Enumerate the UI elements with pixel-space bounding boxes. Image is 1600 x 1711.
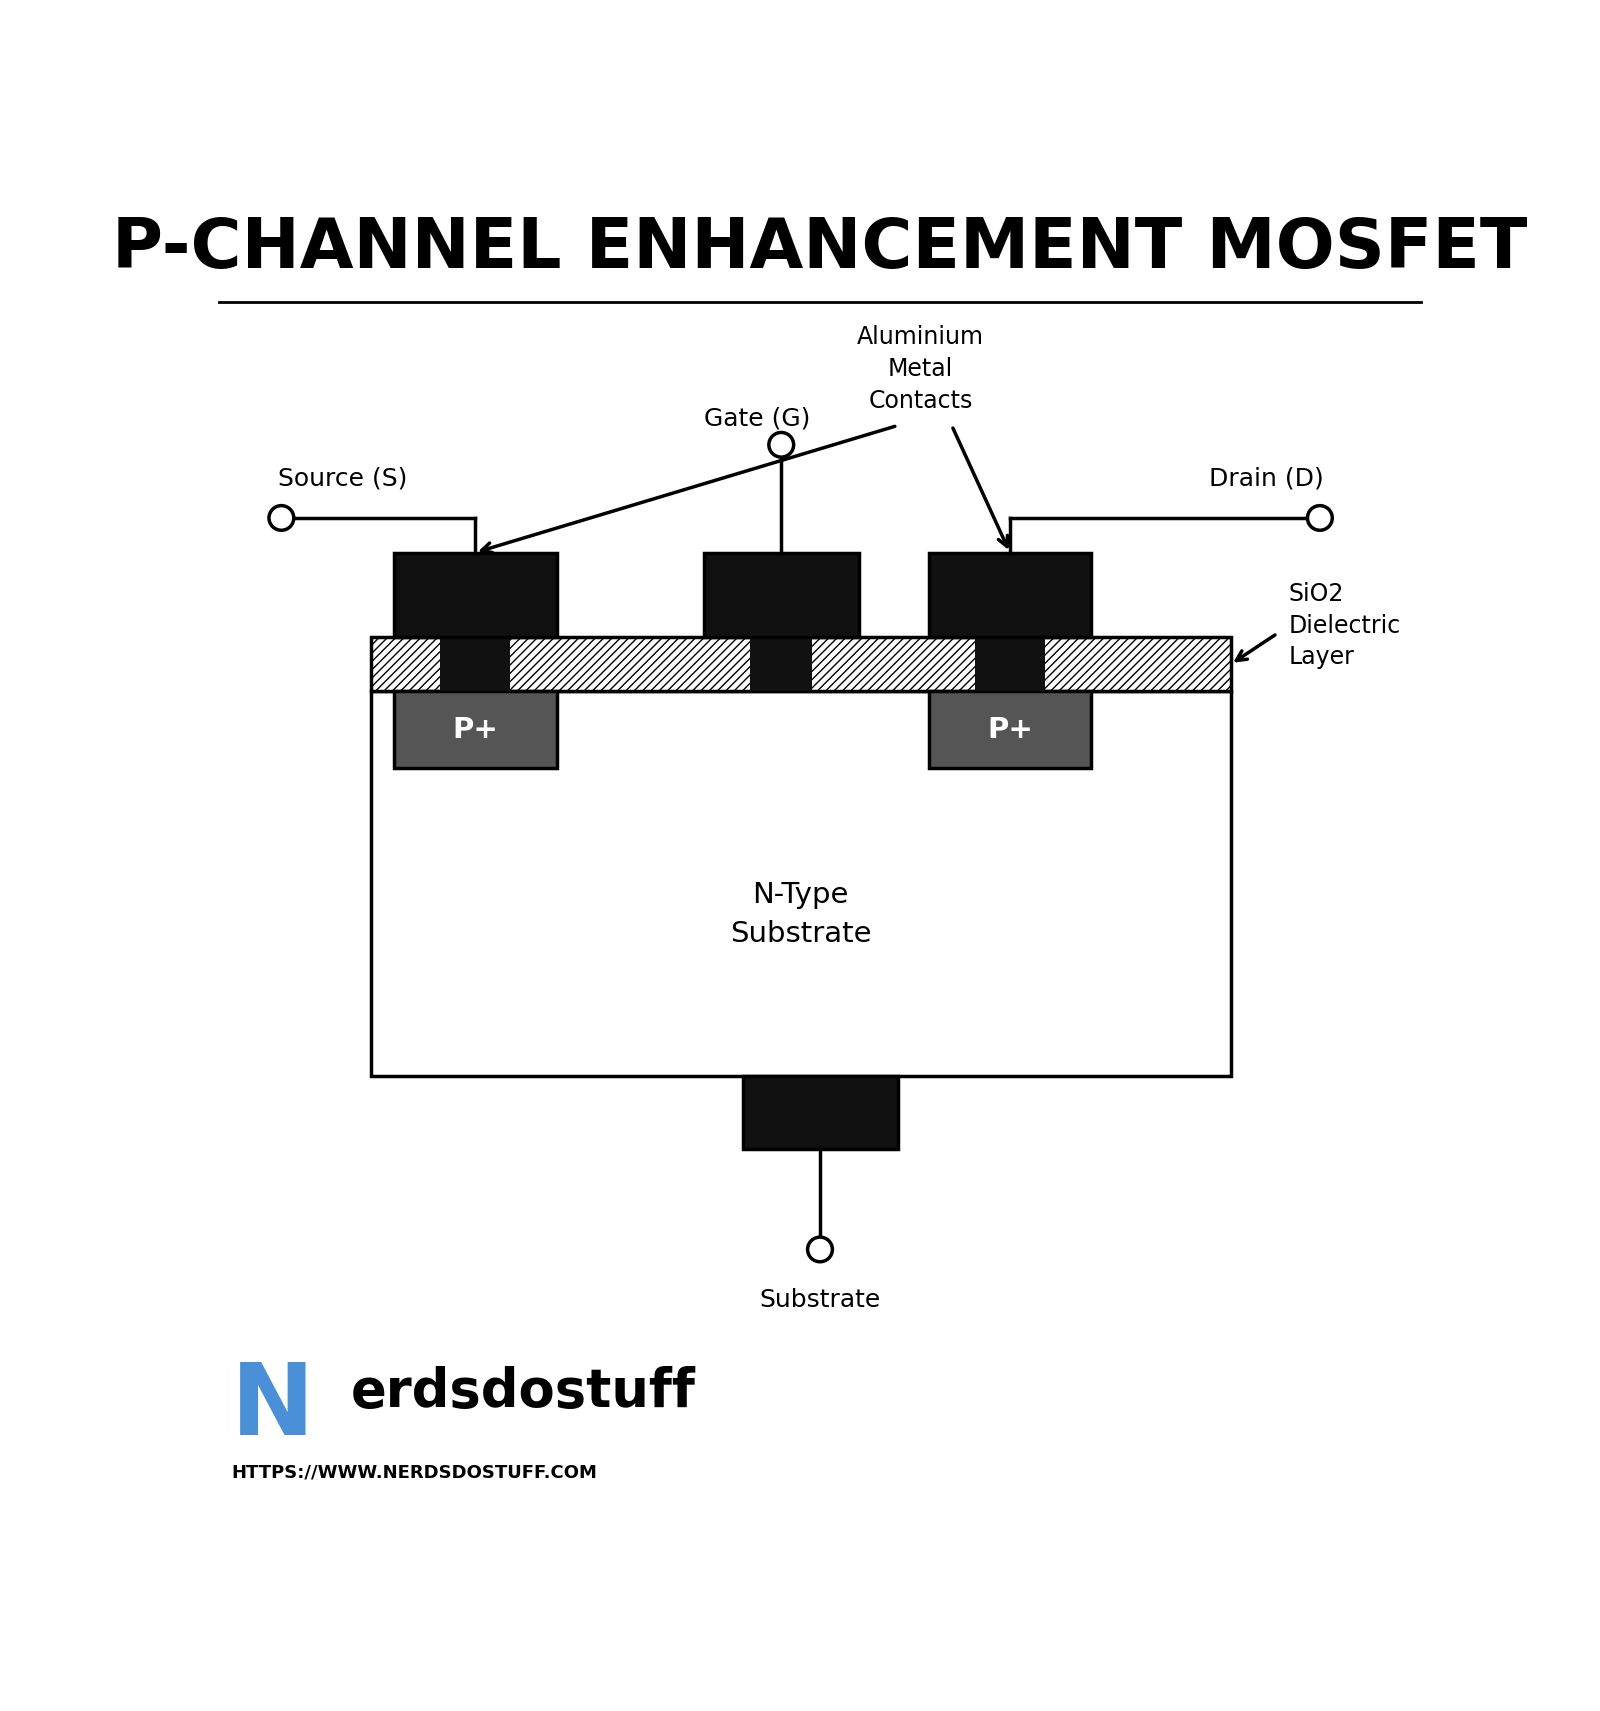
- Text: P-CHANNEL ENHANCEMENT MOSFET: P-CHANNEL ENHANCEMENT MOSFET: [112, 216, 1528, 282]
- Text: Drain (D): Drain (D): [1210, 467, 1323, 491]
- Bar: [704, 553, 859, 636]
- Bar: [394, 553, 557, 636]
- Text: SiO2
Dielectric
Layer: SiO2 Dielectric Layer: [1290, 582, 1402, 669]
- Bar: [742, 1076, 898, 1150]
- Circle shape: [1307, 506, 1333, 530]
- Bar: [750, 636, 813, 691]
- Bar: [704, 553, 859, 636]
- Text: Substrate: Substrate: [760, 1288, 880, 1312]
- Text: Aluminium
Metal
Contacts: Aluminium Metal Contacts: [858, 325, 984, 412]
- Bar: [974, 636, 1045, 691]
- Bar: [928, 691, 1091, 768]
- Circle shape: [269, 506, 294, 530]
- Text: N-Type
Substrate: N-Type Substrate: [730, 881, 872, 948]
- Text: HTTPS://WWW.NERDSDOSTUFF.COM: HTTPS://WWW.NERDSDOSTUFF.COM: [230, 1463, 597, 1482]
- Circle shape: [808, 1237, 832, 1261]
- Text: Source (S): Source (S): [277, 467, 406, 491]
- Text: Gate (G): Gate (G): [704, 407, 810, 431]
- Text: erdsdostuff: erdsdostuff: [350, 1365, 696, 1418]
- Circle shape: [770, 433, 794, 457]
- Bar: [371, 691, 1230, 1076]
- Bar: [371, 636, 1230, 691]
- Bar: [440, 636, 510, 691]
- Bar: [394, 553, 557, 636]
- Text: P+: P+: [453, 715, 498, 744]
- Text: P+: P+: [987, 715, 1034, 744]
- Text: N: N: [230, 1359, 315, 1456]
- Bar: [928, 553, 1091, 636]
- Bar: [394, 691, 557, 768]
- Bar: [928, 553, 1091, 636]
